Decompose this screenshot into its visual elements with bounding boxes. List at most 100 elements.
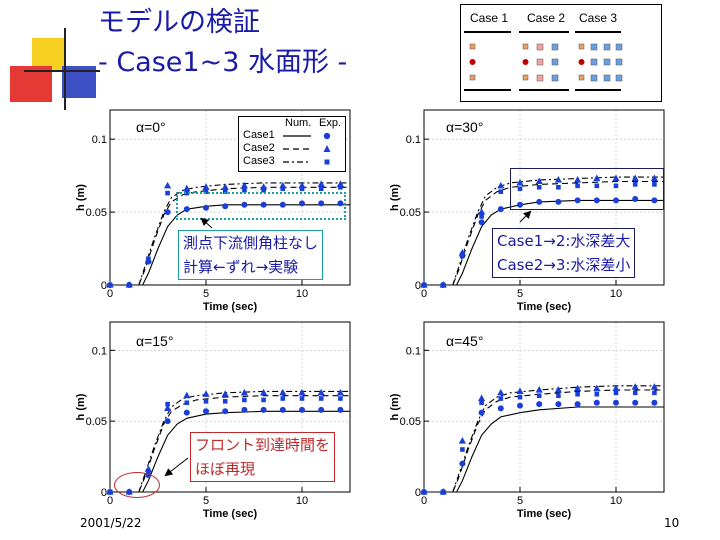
case-schematic: Case 1 Case 2 Case 3: [460, 4, 662, 102]
panel-label: α=30°: [446, 119, 483, 135]
data-point-case1: [478, 409, 485, 416]
y-axis-label: h (m): [389, 184, 401, 211]
schem-case3-block: [615, 58, 623, 66]
chart-panel-1: 0 0.05 0.1 0 5 10 Time (sec) h (m) α=30°: [389, 109, 665, 313]
footer-page-number: 10: [664, 516, 680, 530]
footer-date: 2001/5/22: [80, 516, 142, 530]
data-point-case2: [593, 384, 601, 392]
schem-case3-block: [590, 74, 598, 82]
legend-entry-case1: Case1: [243, 129, 275, 141]
data-point-case3: [146, 469, 151, 475]
data-point-case1: [517, 402, 523, 409]
x-axis-label: Time (sec): [203, 301, 258, 313]
y-tick-label: 0: [415, 487, 421, 499]
chart-panel-0: 0 0.05 0.1 0 5 10 Time (sec) h (m) α=0°: [75, 109, 351, 313]
panel-label: α=0°: [136, 119, 166, 135]
data-point-case2: [458, 437, 466, 444]
x-tick-label: 0: [421, 495, 427, 507]
schem-case3-block: [615, 43, 623, 51]
data-point-case1: [613, 197, 619, 204]
data-point-case2: [516, 178, 524, 186]
data-point-case2: [574, 176, 582, 183]
series-line-case2: [424, 389, 664, 493]
data-point-case2: [221, 390, 229, 397]
series-line-case1: [424, 199, 664, 286]
data-point-case2: [221, 183, 229, 190]
data-point-case2: [612, 174, 620, 182]
data-point-case2: [478, 394, 486, 402]
schem-case2-block: [536, 43, 544, 51]
series-line-case1: [424, 406, 664, 493]
data-point-case3: [242, 397, 247, 403]
data-point-case1: [555, 198, 562, 205]
data-point-case2: [279, 388, 287, 396]
schem-case3-block: [603, 74, 611, 82]
data-point-case3: [498, 189, 504, 194]
schem-case1-pillar: [469, 59, 476, 65]
data-point-case3: [261, 397, 266, 403]
data-point-case1: [183, 409, 190, 416]
data-point-case1: [164, 209, 171, 216]
legend-marker-case1: [323, 132, 331, 140]
x-tick-label: 0: [421, 288, 427, 300]
arrow-a15: [164, 457, 189, 477]
data-point-case1: [555, 401, 562, 408]
legend-header-exp: Exp.: [319, 117, 342, 129]
data-point-case2: [650, 383, 658, 390]
data-point-case2: [574, 384, 582, 392]
data-point-case1: [222, 408, 229, 415]
data-point-case3: [632, 182, 638, 187]
data-point-case3: [203, 189, 209, 194]
y-axis-label: h (m): [75, 184, 87, 211]
arrow-a0: [200, 217, 213, 229]
data-point-case2: [478, 208, 486, 215]
data-point-case3: [165, 401, 170, 407]
data-point-case3: [318, 186, 324, 192]
data-point-case3: [556, 184, 561, 190]
data-point-case2: [240, 388, 248, 396]
data-point-case1: [318, 406, 325, 413]
data-point-case3: [632, 390, 638, 396]
data-point-case1: [299, 406, 305, 413]
y-tick-label: 0.05: [86, 207, 107, 219]
schem-case3-block: [603, 43, 611, 51]
deco-yellow-square: [32, 38, 66, 70]
series-line-case2: [424, 180, 664, 286]
data-point-case3: [421, 489, 427, 495]
data-point-case1: [651, 399, 658, 406]
series-line-case3: [424, 385, 664, 493]
x-axis-label: Time (sec): [203, 508, 258, 520]
data-point-case1: [241, 201, 248, 208]
data-point-case3: [203, 399, 209, 404]
panel-label: α=15°: [136, 333, 173, 349]
schem-case3-sensor: [578, 74, 585, 81]
y-tick-label: 0: [101, 280, 107, 292]
data-point-case2: [317, 388, 325, 396]
data-point-case2: [298, 388, 306, 396]
legend-entry-case2: Case2: [243, 142, 275, 154]
schem-case2-block: [536, 74, 544, 82]
x-tick-label: 5: [203, 288, 209, 300]
note-a15-line2: ほぼ再現: [195, 460, 256, 478]
data-point-case1: [337, 200, 344, 207]
data-point-case3: [594, 391, 600, 397]
deco-red-square: [10, 66, 52, 102]
note-a15-line1: フロント到達時間を: [195, 436, 331, 454]
data-point-case2: [497, 181, 505, 189]
data-point-case3: [460, 252, 465, 257]
slide-title-line1: モデルの検証: [98, 7, 260, 38]
y-tick-label: 0.1: [406, 345, 421, 357]
legend-entry-case3: Case3: [243, 155, 275, 167]
data-point-case1: [241, 406, 248, 413]
data-point-case3: [299, 186, 305, 192]
y-tick-label: 0.05: [400, 207, 421, 219]
data-point-case2: [240, 181, 248, 189]
data-point-case1: [574, 401, 581, 408]
data-point-case1: [260, 201, 267, 208]
series-line-case1: [110, 204, 350, 286]
data-point-case3: [338, 396, 343, 401]
plot-frame: [109, 321, 351, 493]
data-point-case2: [183, 391, 191, 399]
